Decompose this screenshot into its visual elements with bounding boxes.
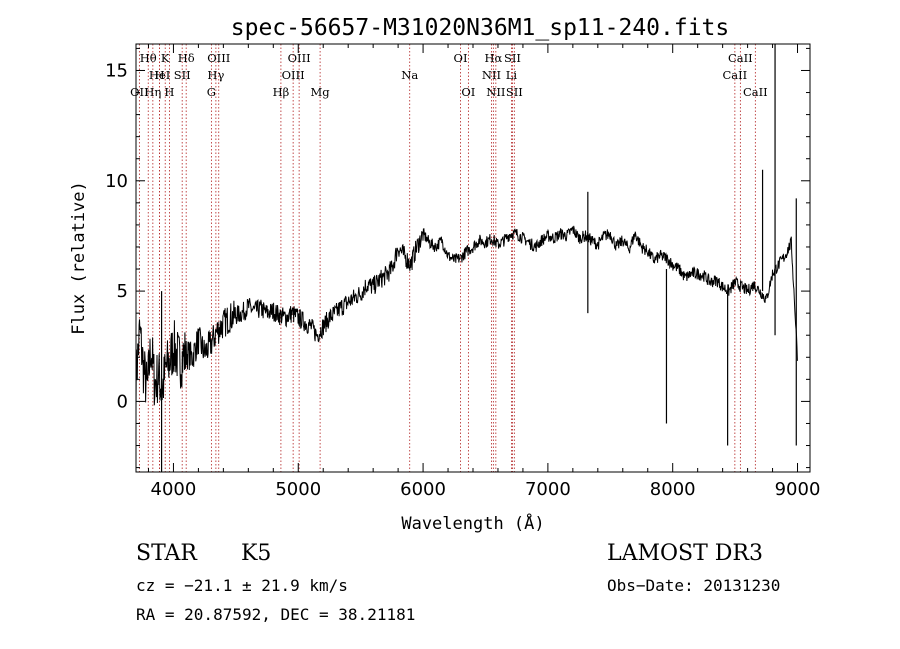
x-tick-label: 6000 (400, 479, 446, 500)
spectral-line-label: H (155, 68, 165, 82)
survey-name: LAMOST DR3 (607, 541, 763, 566)
spectral-line-label: Hθ (140, 51, 157, 65)
spectral-line-label: CaII (743, 85, 768, 99)
y-tick-label: 10 (105, 171, 128, 192)
x-tick-label: 5000 (275, 479, 321, 500)
spectral-line-label: Na (401, 68, 418, 82)
object-subclass: K5 (241, 541, 272, 566)
spectral-line-label: Hδ (178, 51, 195, 65)
spectral-line-label: Hγ (207, 68, 224, 82)
redshift-cz: cz = −21.1 ± 21.9 km/s (136, 576, 348, 595)
y-axis-label: Flux (relative) (69, 181, 89, 335)
spectral-line-label: OIII (288, 51, 311, 65)
spectral-line-label: H (164, 85, 174, 99)
spectral-line-label: OI (461, 85, 475, 99)
spectral-line-label: SII (504, 51, 521, 65)
x-axis-label: Wavelength (Å) (401, 512, 544, 534)
spectral-line-label: HeI (149, 68, 170, 82)
object-class: STAR (136, 541, 197, 566)
y-tick-label: 5 (117, 281, 128, 302)
flux-series (135, 44, 798, 472)
spectral-line-label: Hη (144, 85, 161, 99)
spectral-line-markers (138, 44, 756, 472)
chart-title: spec-56657-M31020N36M1_sp11-240.fits (231, 15, 730, 41)
spectral-line-label: G (207, 85, 216, 99)
coordinates: RA = 20.87592, DEC = 38.21181 (136, 605, 416, 624)
spectral-line-label: NII (482, 68, 501, 82)
y-tick-label: 0 (117, 391, 128, 412)
x-axis: 4000 5000 6000 7000 8000 9000 (147, 44, 821, 500)
spectral-line-label: CaII (728, 51, 753, 65)
spectral-line-label: OIII (207, 51, 230, 65)
spectral-line-label: CaII (722, 68, 747, 82)
observation-date: Obs−Date: 20131230 (607, 576, 781, 595)
spectral-line-label: Li (506, 68, 518, 82)
plot-frame (135, 43, 811, 473)
y-tick-label: 15 (105, 60, 128, 81)
x-tick-label: 4000 (151, 479, 197, 500)
spectral-line-label: OIII (282, 68, 305, 82)
spectral-line-label: OII (130, 85, 149, 99)
spectral-line-label: Hβ (273, 85, 290, 99)
spectral-line-label: Hα (484, 51, 502, 65)
spectral-line-label: SII (506, 85, 523, 99)
spectral-line-label: Mg (311, 85, 331, 99)
spectral-line-label: OI (454, 51, 468, 65)
flux-line (135, 225, 798, 409)
y-axis: 0 5 10 15 (105, 47, 810, 469)
x-tick-label: 7000 (525, 479, 571, 500)
x-tick-label: 8000 (650, 479, 696, 500)
x-tick-label: 9000 (775, 479, 821, 500)
spectral-line-label: K (161, 51, 170, 65)
spectral-line-label: NII (486, 85, 505, 99)
spectral-line-label: SII (174, 68, 191, 82)
